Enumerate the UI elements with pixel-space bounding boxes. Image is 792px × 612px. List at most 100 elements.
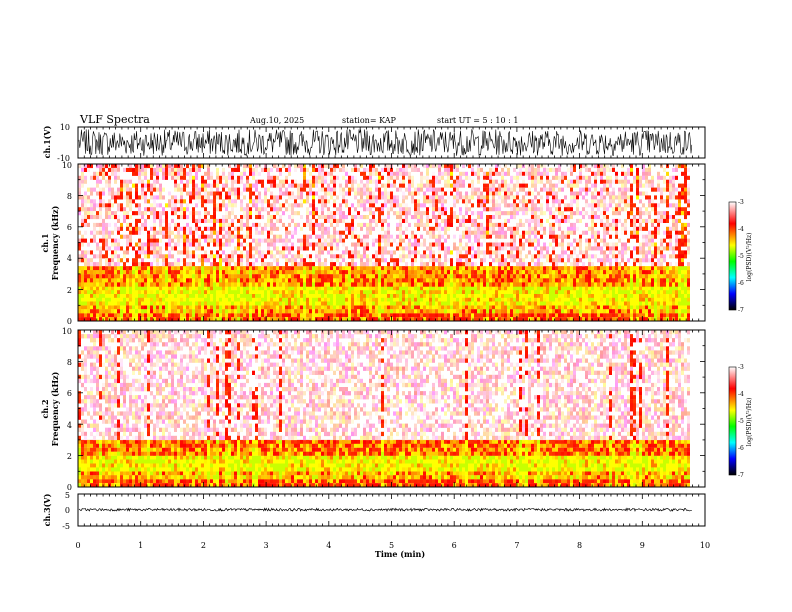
ch1-spectrogram-cell-2321	[303, 262, 306, 267]
ch1-spectrogram-cell-1485	[222, 309, 225, 314]
ch1-spectrogram-cell-3214	[390, 254, 393, 259]
ch1-spectrogram-cell-2071	[279, 301, 282, 306]
ch1-spectrogram-cell-2553	[327, 266, 330, 271]
ch1-spectrogram-cell-4675	[534, 313, 537, 318]
ch1-spectrogram-cell-2048	[276, 167, 279, 172]
ch1-spectrogram-cell-4320	[498, 215, 501, 220]
ch1-spectrogram-cell-128	[90, 294, 93, 298]
ch1-spectrogram-cell-390	[114, 199, 117, 204]
ch1-spectrogram-cell-194	[96, 171, 99, 176]
ch1-spectrogram-cell-1742	[246, 175, 249, 180]
ch1-spectrogram-cell-1540	[225, 254, 228, 259]
ch1-spectrogram-cell-46	[81, 175, 84, 180]
ch1-spectrogram-cell-4166	[486, 317, 489, 322]
ch1-spectrogram-cell-4164	[483, 258, 486, 263]
ch1-spectrogram-cell-2007	[273, 290, 276, 295]
ch1-spectrogram-cell-4083	[477, 278, 480, 283]
ch1-spectrogram-cell-2116	[282, 246, 285, 251]
ch1-spectrogram-cell-4740	[537, 258, 540, 263]
ch1-spectrogram-cell-4551	[522, 313, 525, 318]
ch1-spectrogram-cell-2706	[342, 301, 345, 306]
ch1-spectrogram-cell-3621	[432, 278, 435, 283]
ch1-spectrogram-cell-770	[153, 301, 156, 306]
ch1-spectrogram-cell-3256	[396, 167, 399, 172]
ch1-spectrogram-cell-3219	[393, 309, 396, 314]
ch1-spectrogram-cell-751	[150, 195, 153, 200]
ch1-spectrogram-cell-4	[78, 286, 81, 291]
ch1-spectrogram-cell-2238	[297, 305, 300, 310]
ch1-spectrogram-cell-1981	[270, 274, 273, 279]
ch1-spectrogram-cell-4475	[513, 199, 516, 204]
ch1-spectrogram-cell-4907	[555, 183, 558, 188]
ch1-spectrogram-cell-2539	[324, 238, 327, 243]
ch1-spectrogram-cell-1676	[240, 301, 243, 306]
ch1-spectrogram-cell-3707	[438, 250, 441, 255]
ch1-spectrogram-cell-2294	[303, 317, 306, 322]
ch1-spectrogram-cell-4460	[513, 286, 516, 291]
ch1-spectrogram-cell-652	[141, 167, 144, 172]
ch1-spectrogram-cell-4690	[534, 171, 537, 176]
ch1-spectrogram-cell-4647	[531, 290, 534, 295]
ch1-spectrogram-cell-1524	[225, 282, 228, 287]
ch1-spectrogram-cell-219	[99, 274, 102, 279]
ch1-spectrogram-cell-3931	[462, 301, 465, 306]
ch1-spectrogram-cell-583	[135, 270, 138, 275]
ch1-spectrogram-cell-4426	[510, 309, 513, 314]
ch1-spectrogram-cell-1883	[261, 313, 264, 318]
ch1-spectrogram-cell-1203	[192, 254, 195, 259]
ch1-spectrogram-cell-4406	[507, 274, 510, 279]
ch1-spectrogram-cell-2532	[324, 195, 327, 200]
ch1-spectrogram-cell-2823	[354, 266, 357, 271]
ch1-spectrogram-cell-4076	[477, 290, 480, 295]
ch1-spectrogram-cell-610	[138, 290, 141, 295]
ch1-spectrogram-cell-1667	[237, 262, 240, 267]
ch1-spectrogram-cell-2151	[288, 305, 291, 310]
ch1-spectrogram-cell-1184	[192, 278, 195, 283]
ch1-spectrogram-cell-1822	[255, 309, 258, 314]
ch1-spectrogram-cell-2195	[291, 195, 294, 200]
ch1-spectrogram-cell-2592	[330, 179, 333, 184]
ch1-spectrogram-cell-4940	[558, 203, 561, 208]
ch1-spectrogram-cell-685	[144, 171, 147, 176]
ch1-spectrogram-cell-1428	[216, 301, 219, 306]
ch1-spectrogram-cell-1731	[246, 286, 249, 291]
ch1-spectrogram-cell-2251	[297, 183, 300, 188]
ch1-spectrogram-cell-191	[96, 278, 99, 283]
ch1-spectrogram-cell-2267	[300, 286, 303, 291]
ch1-spectrogram-cell-2230	[294, 222, 297, 227]
ch1-spectrogram-cell-82	[84, 199, 87, 204]
ch1-spectrogram-cell-4944	[558, 222, 561, 227]
ch1-spectrogram-cell-716	[147, 179, 150, 184]
ch1-spectrogram-cell-250	[102, 297, 105, 302]
ch1-spectrogram-cell-1036	[177, 222, 180, 227]
ch1-spectrogram-cell-3036	[375, 290, 378, 295]
ch1-spectrogram-cell-4327	[498, 250, 501, 255]
ch1-spectrogram-cell-4938	[558, 187, 561, 192]
ch1-spectrogram-cell-429	[117, 242, 120, 247]
ch1-spectrogram-cell-4875	[552, 191, 555, 196]
ch1-spectrogram-cell-4024	[471, 274, 474, 279]
ch1-spectrogram-cell-3892	[459, 305, 462, 310]
ch1-spectrogram-cell-1516	[225, 290, 228, 295]
ch1-spectrogram-cell-2846	[357, 305, 360, 310]
ch1-spectrogram-cell-3166	[387, 164, 390, 169]
ch1-spectrogram-cell-730	[150, 313, 153, 318]
ch1-spectrogram-cell-2372	[309, 191, 312, 196]
ch1-spectrogram-cell-3520	[423, 309, 426, 314]
ch1-spectrogram-cell-386	[114, 175, 117, 180]
ch1-spectrogram-cell-2290	[300, 254, 303, 259]
ch1-spectrogram-cell-4273	[495, 274, 498, 279]
ch1-spectrogram-cell-1837	[255, 183, 258, 188]
ch1-spectrogram-cell-1967	[267, 246, 270, 251]
ch1-spectrogram-cell-3171	[387, 183, 390, 188]
ch1-spectrogram-cell-3771	[444, 254, 447, 259]
ch1-spectrogram-cell-2700	[342, 305, 345, 310]
ch1-spectrogram-cell-3670	[435, 226, 438, 231]
ch1-spectrogram-cell-2164	[288, 167, 291, 172]
ch1-spectrogram-cell-32	[81, 309, 84, 314]
ch1-spectrogram-cell-2193	[291, 183, 294, 188]
ch1-spectrogram-cell-596	[135, 218, 138, 223]
ch1-spectrogram-cell-1641	[237, 286, 240, 291]
ch1-spectrogram-cell-3883	[456, 218, 459, 223]
ch1-spectrogram-cell-1469	[219, 195, 222, 200]
